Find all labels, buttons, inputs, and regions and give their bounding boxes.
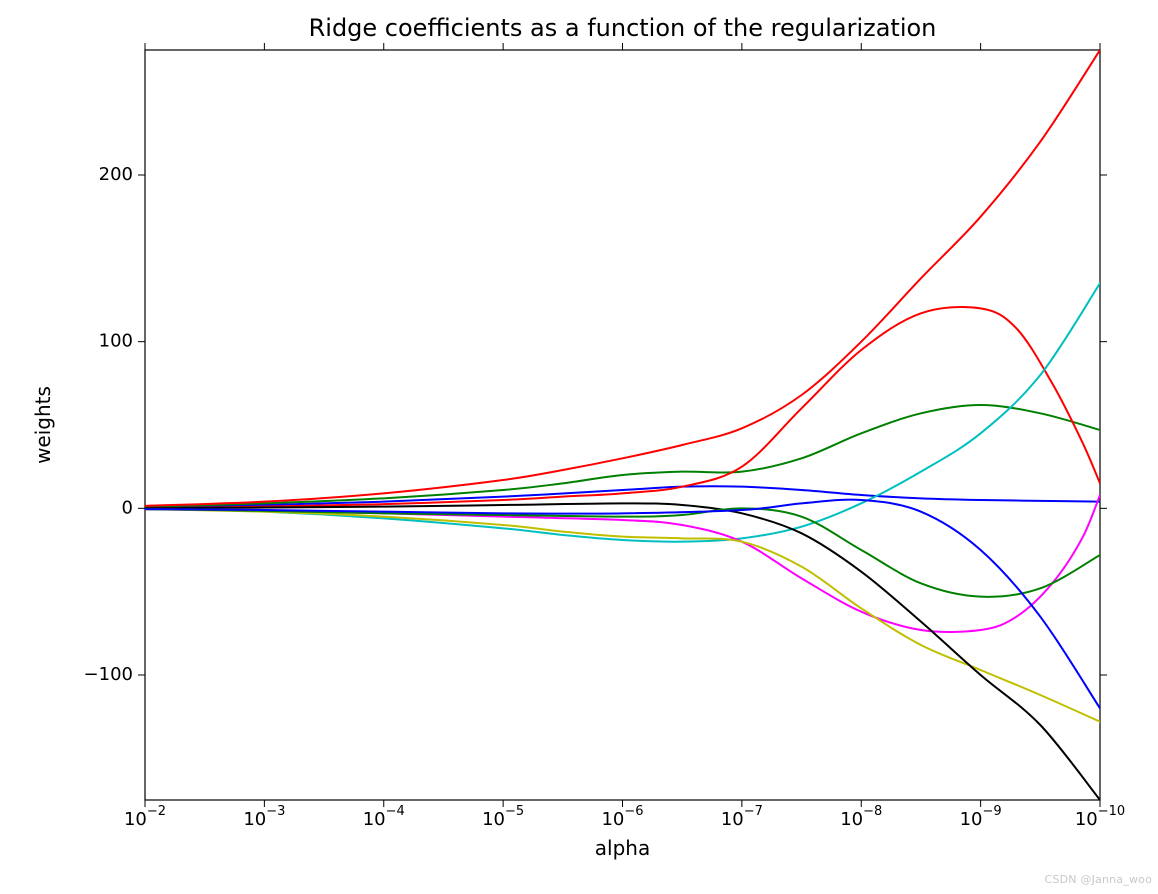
x-tick-label: 10−4 (363, 804, 405, 830)
y-tick-label: −100 (84, 664, 133, 685)
x-tick-label: 10−9 (960, 804, 1002, 830)
y-tick-label: 0 (122, 497, 133, 518)
x-tick-label: 10−6 (601, 804, 643, 830)
x-tick-label: 10−8 (840, 804, 882, 830)
x-tick-label: 10−10 (1075, 804, 1125, 830)
y-tick-label: 100 (99, 331, 133, 352)
watermark: CSDN @Janna_woo (1045, 873, 1152, 886)
x-tick-label: 10−2 (124, 804, 166, 830)
chart-title: Ridge coefficients as a function of the … (309, 14, 937, 42)
x-tick-label: 10−5 (482, 804, 524, 830)
chart-container: −100 0 100 200 10−2 10−3 10−4 10−5 10−6 10−7 10−8 1… (0, 0, 1158, 890)
x-axis-label: alpha (595, 836, 650, 860)
chart-svg: −100 0 100 200 10−2 10−3 10−4 10−5 10−6 10−7 10−8 1… (0, 0, 1158, 890)
y-tick-label: 200 (99, 164, 133, 185)
x-tick-label: 10−7 (721, 804, 763, 830)
x-tick-label: 10−3 (243, 804, 285, 830)
plot-area (145, 50, 1100, 800)
y-axis-label: weights (31, 386, 55, 464)
